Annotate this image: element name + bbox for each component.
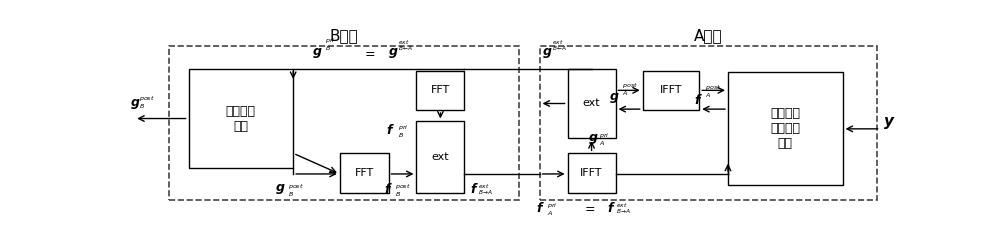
Text: $^{post}_{B}$: $^{post}_{B}$ [395,183,411,199]
Text: $^{pri}_{A}$: $^{pri}_{A}$ [547,201,558,217]
Text: FFT: FFT [431,85,450,95]
Text: $^{pri}_{B}$: $^{pri}_{B}$ [325,36,335,53]
FancyBboxPatch shape [416,71,464,110]
FancyBboxPatch shape [568,153,616,193]
Text: ext: ext [583,99,600,109]
Text: $^{ext}_{B\!\leftarrow\!A}$: $^{ext}_{B\!\leftarrow\!A}$ [552,38,567,53]
Text: $\boldsymbol{g}$: $\boldsymbol{g}$ [388,46,399,60]
Text: 稀疏处理
模块: 稀疏处理 模块 [226,104,256,132]
Text: $\boldsymbol{y}$: $\boldsymbol{y}$ [883,115,895,131]
Text: IFFT: IFFT [660,85,682,95]
Text: ext: ext [432,152,449,162]
Text: $^{post}_{B}$: $^{post}_{B}$ [139,95,155,111]
Text: $^{pri}_{B}$: $^{pri}_{B}$ [398,123,408,140]
Text: $\boldsymbol{f}$: $\boldsymbol{f}$ [536,201,545,215]
Text: $\boldsymbol{f}$: $\boldsymbol{f}$ [470,183,479,196]
Text: $\boldsymbol{g}$: $\boldsymbol{g}$ [275,183,285,196]
FancyBboxPatch shape [189,69,293,168]
Text: $\boldsymbol{f}$: $\boldsymbol{f}$ [384,183,393,196]
Text: $\boldsymbol{f}$: $\boldsymbol{f}$ [386,123,395,137]
Text: $^{post}_{B}$: $^{post}_{B}$ [288,183,304,199]
Text: $\boldsymbol{g}$: $\boldsymbol{g}$ [609,91,619,105]
Text: $\boldsymbol{g}$: $\boldsymbol{g}$ [312,46,323,60]
FancyBboxPatch shape [568,69,616,138]
Text: FFT: FFT [354,168,374,178]
FancyBboxPatch shape [728,72,843,185]
Text: IFFT: IFFT [580,168,603,178]
Text: $\boldsymbol{g}$: $\boldsymbol{g}$ [542,46,552,60]
Text: $^{post}_{A}$: $^{post}_{A}$ [622,81,638,98]
Text: A模块: A模块 [693,28,722,43]
Text: $\boldsymbol{f}$: $\boldsymbol{f}$ [694,93,703,107]
Text: $\boldsymbol{g}$: $\boldsymbol{g}$ [588,132,599,146]
Text: B模块: B模块 [330,28,359,43]
FancyBboxPatch shape [416,121,464,193]
Text: $^{ext}_{B\!\rightarrow\!A}$: $^{ext}_{B\!\rightarrow\!A}$ [616,201,631,216]
Text: $^{ext}_{B\!\rightarrow\!A}$: $^{ext}_{B\!\rightarrow\!A}$ [478,183,493,197]
Text: $\boldsymbol{f}$: $\boldsymbol{f}$ [607,201,616,215]
FancyBboxPatch shape [340,153,388,193]
Text: $^{pri}_{A}$: $^{pri}_{A}$ [599,132,609,148]
FancyBboxPatch shape [643,71,699,110]
Text: $=$: $=$ [582,201,595,214]
Text: $\boldsymbol{g}$: $\boldsymbol{g}$ [130,97,141,111]
Text: $^{post}_{A}$: $^{post}_{A}$ [705,83,722,100]
Text: $=$: $=$ [362,46,376,59]
Text: $^{ext}_{B\!\leftarrow\!A}$: $^{ext}_{B\!\leftarrow\!A}$ [398,38,413,53]
Text: 线性最小
方差处理
模块: 线性最小 方差处理 模块 [770,107,800,150]
